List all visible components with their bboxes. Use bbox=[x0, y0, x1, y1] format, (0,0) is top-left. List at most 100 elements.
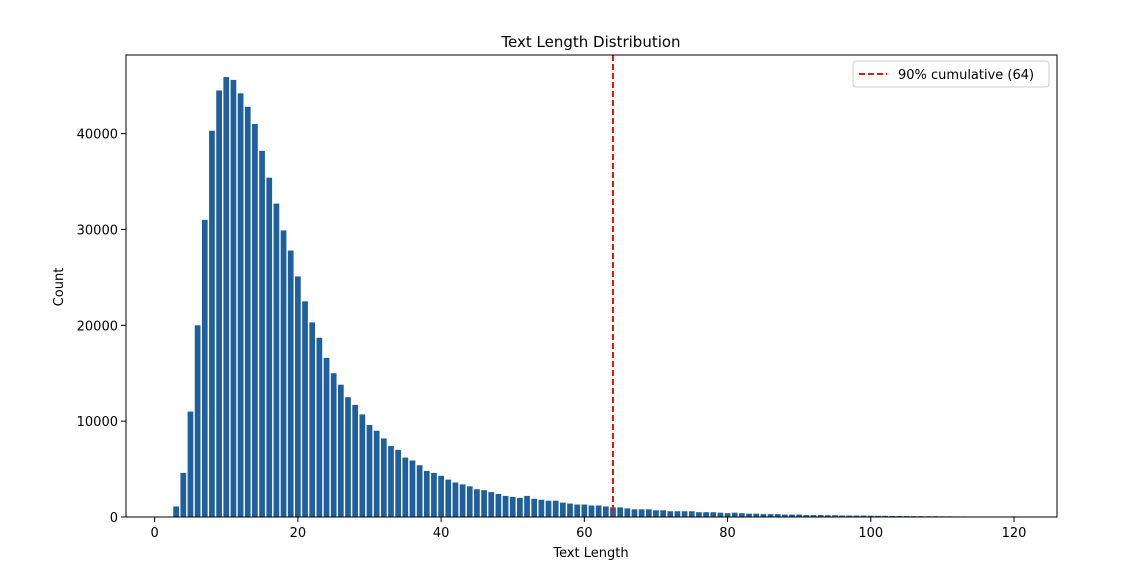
bar bbox=[674, 511, 681, 517]
x-axis-label: Text Length bbox=[552, 546, 628, 561]
x-tick-label: 120 bbox=[1002, 526, 1027, 541]
y-tick-label: 20000 bbox=[77, 319, 118, 334]
legend: 90% cumulative (64) bbox=[852, 60, 1050, 88]
bar bbox=[559, 502, 566, 517]
bar bbox=[266, 177, 273, 517]
bar bbox=[581, 504, 588, 517]
y-tick-label: 30000 bbox=[77, 223, 118, 238]
y-tick-label: 0 bbox=[110, 511, 118, 526]
bar bbox=[244, 106, 251, 517]
bar bbox=[438, 475, 444, 517]
bar bbox=[767, 514, 774, 517]
bar bbox=[481, 490, 487, 517]
bar bbox=[452, 482, 459, 517]
bar bbox=[610, 507, 616, 517]
bar bbox=[201, 219, 208, 518]
bar bbox=[209, 130, 215, 517]
x-tick-label: 80 bbox=[719, 526, 736, 541]
bar bbox=[359, 414, 366, 517]
legend-label: 90% cumulative (64) bbox=[898, 68, 1034, 83]
bar bbox=[409, 460, 416, 517]
bar bbox=[846, 515, 853, 517]
bar bbox=[517, 497, 523, 517]
bar bbox=[416, 465, 423, 517]
bar bbox=[739, 513, 745, 517]
bar bbox=[273, 203, 280, 517]
bar bbox=[688, 511, 695, 517]
bar bbox=[867, 515, 874, 517]
bar bbox=[302, 301, 308, 517]
bar bbox=[309, 322, 316, 517]
bar bbox=[187, 411, 194, 517]
plot-frame bbox=[125, 54, 1058, 518]
y-axis-label: Count bbox=[52, 268, 67, 307]
bar bbox=[252, 124, 258, 517]
bar bbox=[402, 457, 409, 517]
bar bbox=[295, 276, 301, 517]
chart-title: Text Length Distribution bbox=[500, 33, 680, 51]
bar bbox=[323, 357, 330, 517]
bar bbox=[237, 93, 244, 517]
bar bbox=[445, 479, 452, 517]
bar bbox=[280, 230, 287, 517]
bar bbox=[645, 509, 652, 517]
bar bbox=[667, 511, 674, 517]
bar bbox=[330, 373, 337, 517]
bar bbox=[259, 150, 265, 517]
bar bbox=[817, 515, 824, 517]
bar bbox=[230, 79, 237, 518]
bar bbox=[653, 510, 659, 517]
bar bbox=[509, 496, 516, 517]
bar bbox=[617, 507, 624, 517]
bar bbox=[602, 506, 609, 517]
bar bbox=[545, 500, 552, 517]
bar bbox=[724, 513, 731, 517]
bar bbox=[337, 384, 344, 517]
x-tick-label: 60 bbox=[576, 526, 593, 541]
bar bbox=[824, 515, 831, 517]
bar bbox=[638, 509, 645, 517]
bar bbox=[223, 77, 230, 518]
bar bbox=[488, 492, 495, 517]
bar bbox=[173, 506, 179, 517]
bar bbox=[710, 512, 717, 517]
bar bbox=[624, 508, 631, 517]
bar bbox=[395, 449, 401, 517]
y-tick-label: 40000 bbox=[77, 128, 118, 143]
bar bbox=[860, 515, 867, 517]
bar bbox=[352, 404, 359, 517]
bar bbox=[789, 514, 795, 517]
bar bbox=[345, 397, 351, 517]
x-tick-label: 0 bbox=[151, 526, 159, 541]
bar bbox=[796, 514, 803, 517]
bar bbox=[431, 472, 437, 517]
bar bbox=[502, 495, 509, 517]
x-tick-label: 100 bbox=[858, 526, 883, 541]
bar-series bbox=[173, 77, 1017, 518]
bar bbox=[839, 515, 846, 517]
y-axis-ticks: 0 10000 20000 30000 40000 bbox=[77, 128, 126, 526]
x-tick-label: 20 bbox=[290, 526, 307, 541]
bar bbox=[782, 514, 788, 517]
bar bbox=[631, 509, 638, 517]
bar bbox=[810, 515, 817, 517]
bar bbox=[216, 90, 222, 518]
bar bbox=[803, 515, 810, 517]
bar bbox=[466, 486, 473, 517]
bar bbox=[681, 511, 688, 517]
bar bbox=[316, 337, 323, 517]
x-tick-label: 40 bbox=[433, 526, 450, 541]
bar bbox=[287, 250, 294, 518]
bar bbox=[760, 514, 767, 517]
bar bbox=[853, 515, 860, 517]
bar bbox=[746, 513, 752, 517]
bar bbox=[388, 446, 394, 517]
bar bbox=[889, 515, 896, 517]
bar bbox=[660, 510, 666, 517]
bar bbox=[373, 430, 380, 517]
bar bbox=[538, 499, 545, 517]
bar bbox=[366, 424, 373, 517]
bar bbox=[459, 484, 466, 517]
bar bbox=[567, 503, 573, 517]
